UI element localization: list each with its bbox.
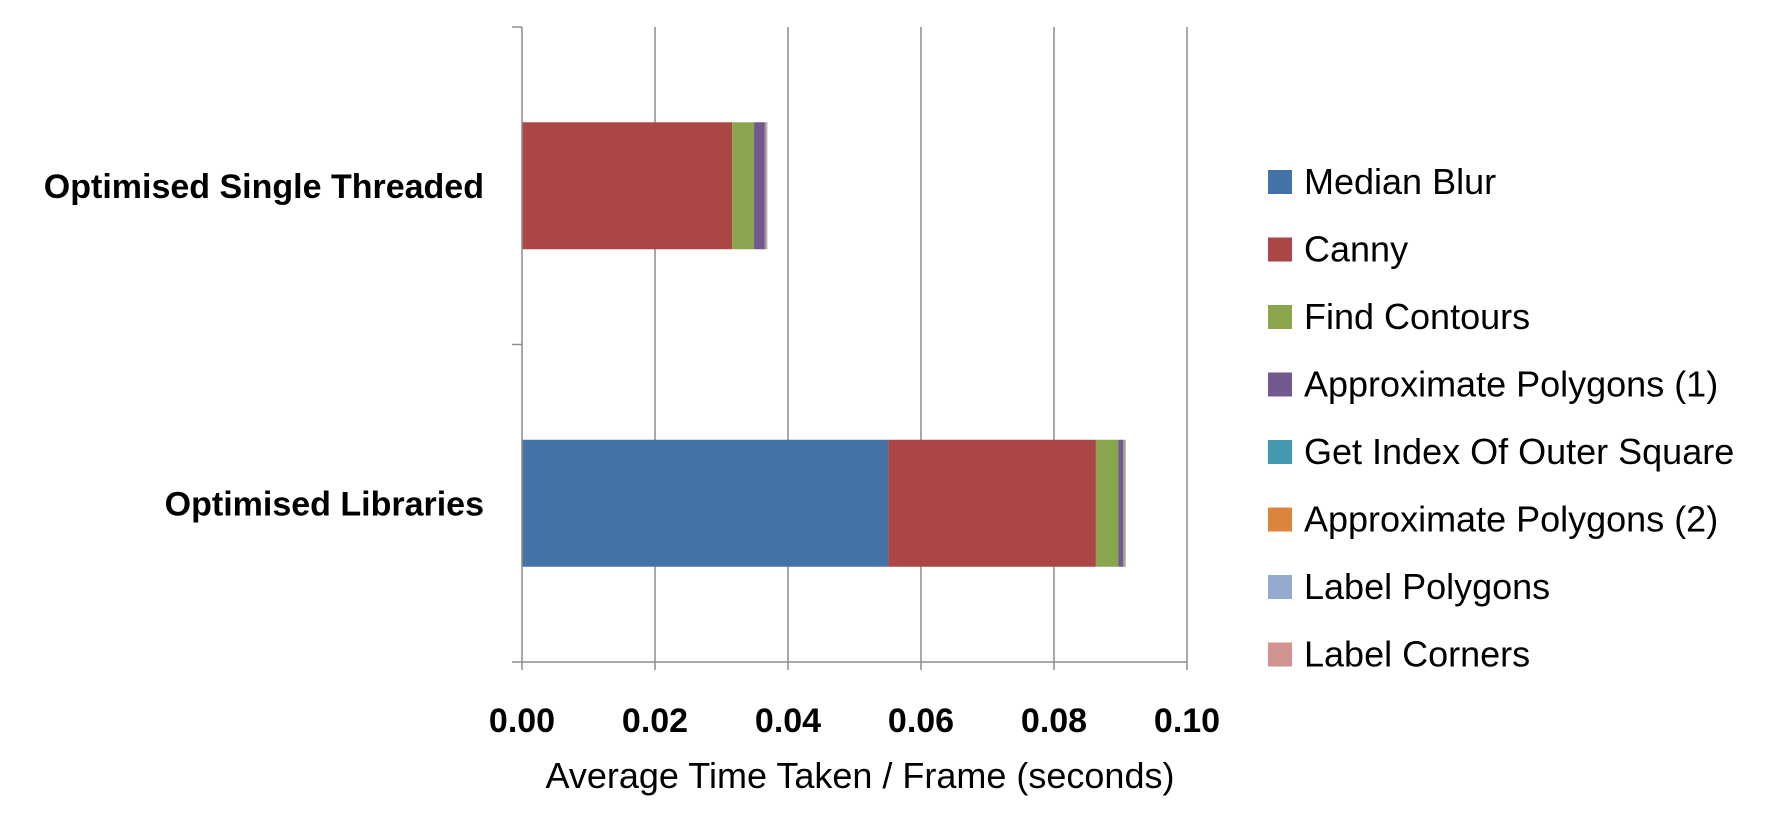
legend-label: Approximate Polygons (2) xyxy=(1304,499,1718,540)
legend-swatch xyxy=(1268,575,1292,599)
bar-segment xyxy=(766,122,767,250)
bar-segment xyxy=(522,122,733,250)
legend-swatch xyxy=(1268,440,1292,464)
legend-label: Median Blur xyxy=(1304,161,1496,202)
bar-segment xyxy=(1118,439,1124,567)
legend-swatch xyxy=(1268,237,1292,262)
bar-segment xyxy=(732,122,755,250)
x-tick-label: 0.00 xyxy=(489,702,555,740)
legend-label: Get Index Of Outer Square xyxy=(1304,431,1734,472)
legend-label: Label Polygons xyxy=(1304,566,1550,607)
legend: Median Blur Canny Find Contours Approximate… xyxy=(1268,161,1734,675)
x-tick-label: 0.06 xyxy=(888,702,954,740)
legend-label: Find Contours xyxy=(1304,296,1530,337)
legend-label: Approximate Polygons (1) xyxy=(1304,364,1718,405)
bar-segment xyxy=(1095,439,1119,567)
bar-segment xyxy=(888,439,1096,567)
x-axis-title: Average Time Taken / Frame (seconds) xyxy=(546,755,1175,796)
x-tick-label: 0.02 xyxy=(622,702,688,740)
category-label: Optimised Libraries xyxy=(165,485,484,523)
legend-swatch xyxy=(1268,642,1292,667)
legend-swatch xyxy=(1268,170,1292,194)
bar-segment xyxy=(754,122,765,250)
x-tick-label: 0.10 xyxy=(1154,702,1220,740)
bar-segment xyxy=(1123,439,1124,567)
x-tick-label: 0.04 xyxy=(755,702,821,740)
bar-segment xyxy=(1124,439,1126,567)
category-label: Optimised Single Threaded xyxy=(44,168,484,206)
axes xyxy=(512,26,1188,670)
bar-segment xyxy=(765,122,767,250)
x-tick-labels: 0.00 0.02 0.04 0.06 0.08 0.10 xyxy=(489,702,1220,740)
category-labels: Optimised Single Threaded Optimised Libra… xyxy=(44,168,484,524)
x-tick-label: 0.08 xyxy=(1021,702,1087,740)
legend-swatch xyxy=(1268,305,1292,329)
legend-label: Canny xyxy=(1304,229,1408,270)
bars xyxy=(522,122,1126,567)
legend-label: Label Corners xyxy=(1304,634,1530,675)
bar-segment xyxy=(1125,439,1126,567)
legend-swatch xyxy=(1268,507,1292,532)
bar-segment xyxy=(522,439,889,567)
bar-segment xyxy=(766,122,768,250)
bar-segment xyxy=(764,122,766,250)
bar-segment xyxy=(1123,439,1125,567)
legend-swatch xyxy=(1268,372,1292,397)
